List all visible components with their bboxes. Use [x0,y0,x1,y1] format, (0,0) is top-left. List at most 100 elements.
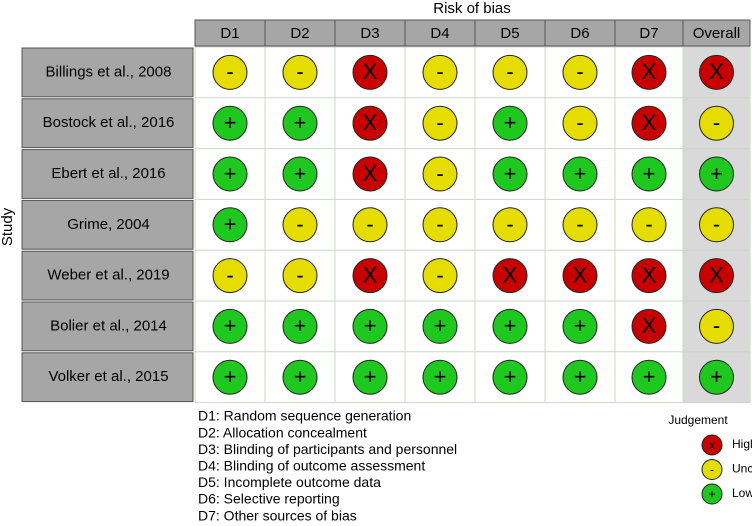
judgement-dot [631,359,667,395]
judgement-dot [562,359,598,395]
column-label: D1 [220,25,239,42]
judgement-dot [282,54,318,90]
judgement-symbol: + [574,313,587,338]
judgement-symbol: + [643,364,656,389]
judgement-dot [699,207,734,243]
judgement-symbol: + [294,364,307,389]
study-label: Billings et al., 2008 [46,63,172,80]
judgement-symbol: + [294,110,307,135]
study-cell [21,149,194,199]
judgement-symbol: X [363,110,378,135]
judgement-symbol: - [713,212,720,237]
judgement-dot [631,156,667,192]
judgement-dot [492,359,528,395]
domain-description: D4: Blinding of outcome assessment [198,458,425,474]
column-label: D4 [430,25,449,42]
judgement-dot [212,258,248,294]
judgement-dot [492,105,528,141]
judgement-symbol: + [224,161,237,186]
judgement-dot [212,207,248,243]
judgement-dot [282,308,318,344]
judgement-dot [282,207,318,243]
domain-description: D5: Incomplete outcome data [198,474,381,490]
judgement-symbol: + [574,364,587,389]
judgement-dot [492,207,528,243]
judgement-symbol: X [709,262,724,287]
domain-description: D6: Selective reporting [198,491,340,507]
judgement-symbol: - [226,262,233,287]
judgement-dot [352,54,388,90]
judgement-symbol: + [364,313,377,338]
judgement-symbol: + [224,313,237,338]
legend-dot [701,459,723,480]
study-label: Weber et al., 2019 [47,267,169,284]
judgement-dot [212,359,248,395]
judgement-symbol: X [642,59,657,84]
judgement-dot [562,54,598,90]
judgement-symbol: - [436,212,443,237]
legend-dot [701,483,723,505]
judgement-symbol: + [643,161,656,186]
judgement-symbol: + [294,161,307,186]
judgement-dot [562,308,598,344]
judgement-dot [699,105,734,141]
judgement-dot [422,207,458,243]
judgement-symbol: X [363,161,378,186]
judgement-symbol: - [296,59,303,84]
judgement-dot [352,156,388,192]
judgement-symbol: - [296,212,303,237]
study-label: Ebert et al., 2016 [51,165,165,182]
study-cell [21,301,194,352]
judgement-symbol: + [224,212,237,237]
column-label: D7 [639,25,658,42]
judgement-symbol: X [642,262,657,287]
column-label: D3 [360,25,379,42]
judgement-dot [422,308,458,344]
judgement-dot [212,54,248,90]
column-label: D2 [290,25,309,42]
study-label: Bostock et al., 2016 [43,114,175,131]
legend-dot [701,434,723,456]
judgement-dot [492,54,528,90]
column-header [194,19,266,47]
judgement-dot [631,105,667,141]
legend-title: Judgement [668,413,728,427]
judgement-dot [562,207,598,243]
judgement-dot [699,308,734,344]
study-cell [21,352,194,403]
judgement-symbol: - [713,110,720,135]
study-label: Bolier et al., 2014 [50,317,167,334]
judgement-dot [562,156,598,192]
column-header [544,19,616,47]
judgement-dot [422,258,458,294]
legend-label: High [732,437,752,451]
judgement-symbol: - [645,212,652,237]
judgement-symbol: + [504,161,517,186]
judgement-dot [631,258,667,294]
judgement-dot [282,105,318,141]
legend-symbol: + [708,487,715,501]
judgement-symbol: X [363,262,378,287]
judgement-symbol: X [642,110,657,135]
judgement-symbol: X [503,262,518,287]
column-header [404,19,476,47]
study-cell [21,98,194,149]
domain-description: D7: Other sources of bias [198,507,357,521]
judgement-dot [282,258,318,294]
judgement-symbol: X [573,262,588,287]
judgement-dot [282,359,318,395]
judgement-symbol: - [713,313,720,338]
legend-label: Unclear [732,462,752,476]
judgement-dot [352,308,388,344]
judgement-dot [699,156,734,192]
legend-label: Low [732,486,752,500]
judgement-symbol: - [576,212,583,237]
legend-symbol: x [709,438,715,452]
y-label: Study [0,207,16,246]
judgement-symbol: - [506,212,513,237]
judgement-symbol: - [576,110,583,135]
judgement-symbol: - [436,59,443,84]
study-cell [21,47,194,98]
judgement-symbol: - [576,59,583,84]
judgement-symbol: + [364,364,377,389]
